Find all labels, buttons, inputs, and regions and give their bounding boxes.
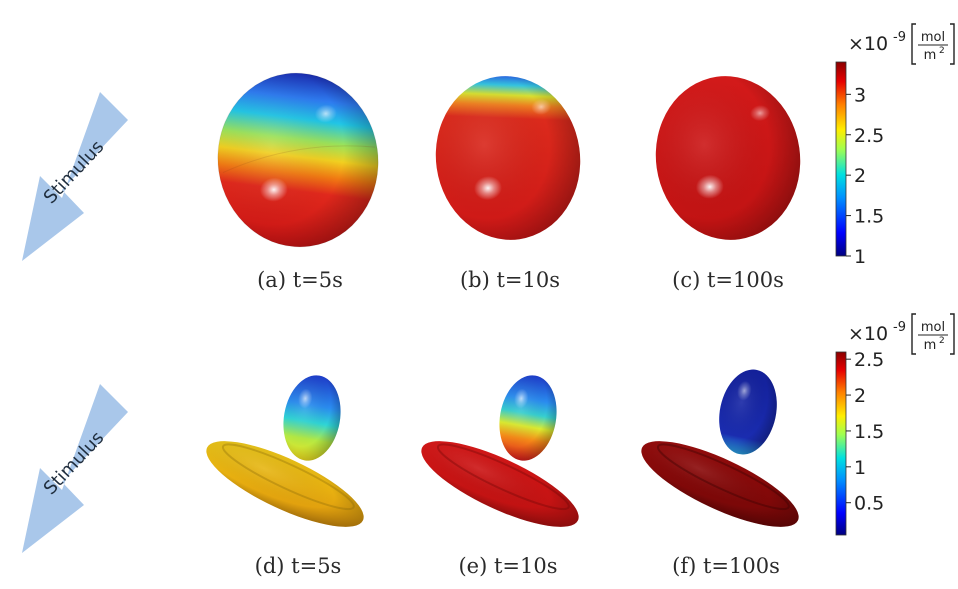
colorbar-unit-power: 2	[939, 336, 945, 346]
panel-f-disc	[641, 441, 799, 527]
colorbar-tick-label: 3	[854, 84, 866, 106]
panel-b-ellipsoid	[435, 76, 581, 240]
panel-a-ellipsoid	[217, 72, 379, 248]
colorbar-multiplier: ×10	[848, 323, 888, 345]
colorbar-tick-label: 2.5	[854, 349, 884, 371]
colorbar-tick-label: 1.5	[854, 421, 884, 443]
stimulus-arrow-bottom: Stimulus	[22, 384, 128, 553]
panel-f-small-ellipsoid	[719, 369, 777, 455]
colorbar-scale	[835, 351, 847, 536]
colorbar-tick-label: 2.5	[854, 125, 884, 147]
colorbar-tick-label: 0.5	[854, 493, 884, 515]
colorbar-unit-numerator: mol	[921, 30, 945, 45]
colorbar-unit-power: 2	[939, 46, 945, 56]
colorbar-exponent: -9	[893, 30, 906, 45]
colorbar-tick-label: 1	[854, 246, 866, 268]
colorbar-exponent: -9	[893, 320, 906, 335]
caption-d: (d) t=5s	[254, 554, 342, 578]
panel-e-small-ellipsoid	[499, 375, 557, 461]
colorbar-tick-label: 1	[854, 457, 866, 479]
caption-a: (a) t=5s	[257, 268, 343, 292]
colorbar-tick-label: 2	[854, 385, 866, 407]
caption-b: (b) t=10s	[459, 268, 561, 292]
panel-e-disc	[421, 441, 579, 527]
colorbar-scale	[835, 61, 847, 257]
caption-e: (e) t=10s	[458, 554, 558, 578]
panel-d-disc	[206, 441, 364, 527]
colorbar-unit-numerator: mol	[921, 320, 945, 335]
colorbar-tick-label: 1.5	[854, 206, 884, 228]
colorbar-unit-denominator: m	[924, 338, 937, 353]
caption-f: (f) t=100s	[672, 554, 780, 578]
arrow-label: Stimulus	[40, 136, 109, 208]
panel-c-ellipsoid	[655, 76, 801, 240]
arrow-label: Stimulus	[40, 427, 109, 499]
arrow-shape	[22, 92, 128, 261]
colorbar-unit-denominator: m	[924, 48, 937, 63]
panel-d-small-ellipsoid	[283, 375, 341, 461]
arrow-shape	[22, 384, 128, 553]
caption-c: (c) t=100s	[672, 268, 784, 292]
stimulus-arrow-top: Stimulus	[22, 92, 128, 261]
colorbar-tick-label: 2	[854, 165, 866, 187]
colorbar-multiplier: ×10	[848, 33, 888, 55]
